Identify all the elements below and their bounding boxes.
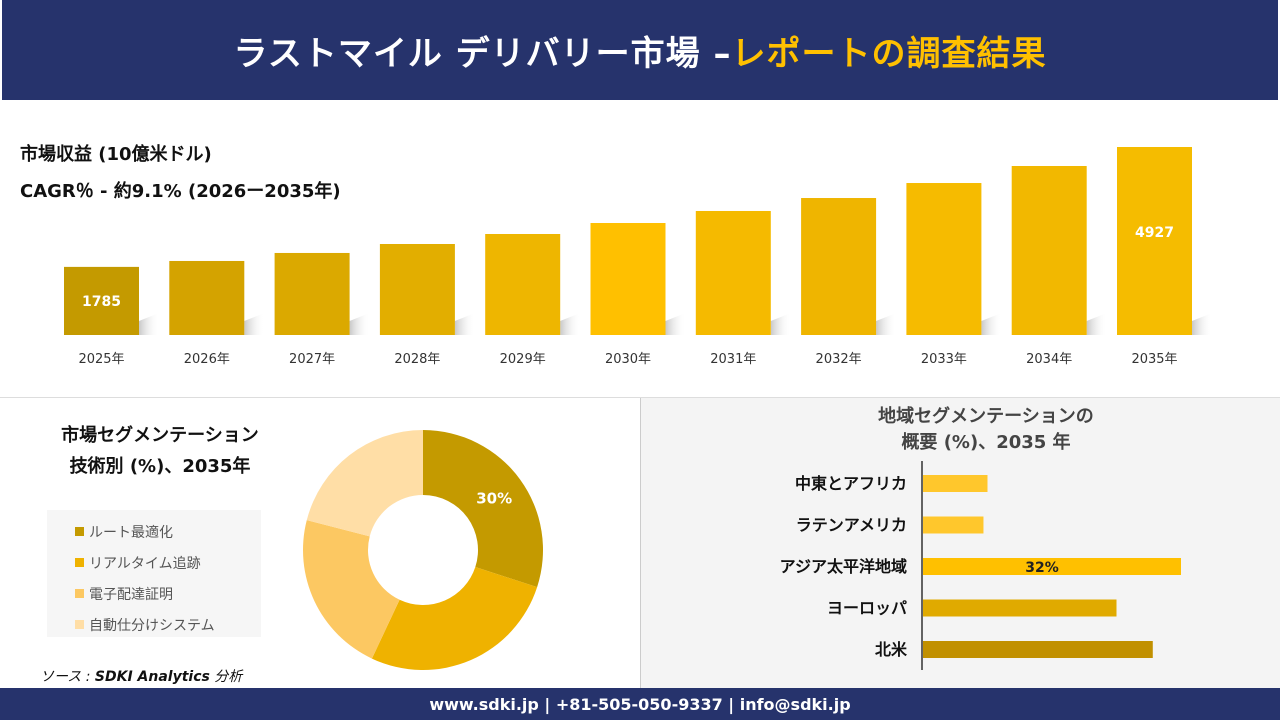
page-title-accent: レポートの調査結果 — [731, 33, 1047, 74]
region-bar — [923, 599, 1117, 617]
region-bar — [923, 558, 1181, 575]
year-tick-label: 2033年 — [921, 352, 967, 367]
bar-shadow — [981, 313, 1002, 335]
bar-shadow — [454, 313, 475, 335]
revenue-bar — [906, 183, 982, 335]
bar-shadow — [1192, 313, 1212, 335]
region-label: ラテンアメリカ — [796, 516, 907, 535]
bar-shadow — [1086, 313, 1107, 335]
revenue-bar — [485, 233, 561, 335]
legend-item: 自動仕分けシステム — [75, 609, 261, 640]
bar-data-label: 1785 — [82, 294, 121, 310]
revenue-bar — [1117, 147, 1192, 335]
year-tick-label: 2029年 — [500, 352, 546, 367]
segment-title: 市場セグメンテーション 技術別 (%)、2035年 — [40, 420, 280, 482]
region-label: 中東とアフリカ — [795, 474, 907, 493]
year-tick-label: 2025年 — [78, 352, 124, 367]
donut-legend: ルート最適化リアルタイム追跡 電子配達証明自動仕分けシステム — [47, 510, 261, 637]
year-tick-label: 2034年 — [1026, 352, 1072, 367]
donut-slice — [303, 520, 400, 659]
region-title-line2: 概要 (%)、2035 年 — [901, 432, 1071, 453]
revenue-bar — [379, 243, 455, 335]
year-tick-label: 2032年 — [816, 352, 862, 367]
revenue-bar — [169, 260, 245, 335]
year-tick-label: 2028年 — [394, 352, 440, 367]
source-suffix: 分析 — [209, 669, 243, 685]
revenue-bar-chart: 2025年 1785 2026年 2027年 2028年 2029年 2030年 2031年 2… — [64, 147, 1212, 367]
legend-label: 電子配達証明 — [89, 586, 173, 603]
legend-item: リアルタイム追跡 — [75, 547, 261, 578]
bar-shadow — [770, 313, 791, 335]
revenue-title: 市場収益 (10億米ドル) — [20, 144, 212, 165]
region-segment-panel: 地域セグメンテーションの 概要 (%)、2035 年 中東とアフリカ ラテンアメリ… — [640, 398, 1280, 688]
year-tick-label: 2027年 — [289, 352, 335, 367]
bar-shadow — [244, 313, 265, 335]
region-bar — [923, 641, 1153, 658]
page-title: ラストマイル デリバリー市場 – — [233, 33, 732, 74]
revenue-bar — [64, 266, 139, 335]
region-label: アジア太平洋地域 — [780, 557, 907, 576]
slice-data-label: 30% — [476, 489, 512, 507]
legend-label: ルート最適化 — [89, 524, 173, 541]
revenue-bar — [274, 252, 350, 335]
bar-shadow — [560, 313, 581, 335]
segment-title-line1: 市場セグメンテーション — [61, 425, 259, 446]
cagr-text: CAGR％ - 約9.1% (2026ー2035年) — [20, 181, 341, 202]
year-tick-label: 2035年 — [1131, 352, 1177, 367]
bar-data-label: 4927 — [1135, 225, 1174, 241]
header-banner: ラストマイル デリバリー市場 – レポートの調査結果 — [2, 0, 1278, 100]
source-note: ソース : SDKI Analytics 分析 — [40, 666, 242, 686]
bar-shadow — [876, 313, 897, 335]
year-tick-label: 2026年 — [184, 352, 230, 367]
region-label: 北米 — [875, 640, 908, 659]
bar-shadow — [349, 313, 370, 335]
revenue-bar — [590, 223, 666, 335]
legend-item: 電子配達証明 — [75, 578, 261, 609]
region-label: ヨーロッパ — [827, 599, 907, 618]
legend-swatch — [75, 558, 84, 567]
divider — [0, 397, 1280, 398]
technology-segment-panel: 市場セグメンテーション 技術別 (%)、2035年 ルート最適化リアルタイム追跡… — [0, 398, 640, 688]
donut-slice — [371, 566, 538, 670]
legend-label: 自動仕分けシステム — [89, 617, 215, 634]
legend-swatch — [75, 527, 84, 536]
donut-slice — [306, 430, 423, 537]
region-title-line1: 地域セグメンテーションの — [878, 406, 1094, 427]
year-tick-label: 2031年 — [710, 352, 756, 367]
source-prefix: ソース : — [40, 669, 95, 685]
technology-donut-chart: 30% — [303, 430, 543, 670]
source-name: SDKI Analytics — [94, 669, 210, 685]
bar-data-label: 32% — [1025, 560, 1059, 576]
region-bar — [923, 475, 988, 492]
bar-shadow — [665, 313, 686, 335]
revenue-bar — [1011, 166, 1087, 335]
donut-slice — [423, 430, 543, 588]
footer-contact: www.sdki.jp | +81-505-050-9337 | info@sd… — [0, 688, 1280, 720]
legend-swatch — [75, 620, 84, 629]
revenue-bar — [695, 210, 771, 335]
revenue-bar — [801, 198, 877, 335]
legend-label: リアルタイム追跡 — [89, 555, 201, 572]
year-tick-label: 2030年 — [605, 352, 651, 367]
legend-item: ルート最適化 — [75, 516, 261, 547]
segment-title-line2: 技術別 (%)、2035年 — [69, 456, 251, 477]
region-title: 地域セグメンテーションの 概要 (%)、2035 年 — [791, 404, 1181, 456]
legend-swatch — [75, 589, 84, 598]
bar-shadow — [139, 313, 159, 335]
region-bar — [923, 516, 984, 534]
